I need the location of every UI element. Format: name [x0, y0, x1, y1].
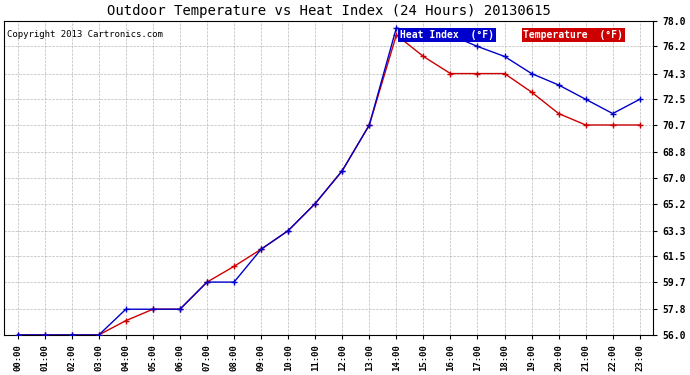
Text: Heat Index  (°F): Heat Index (°F)	[400, 30, 494, 40]
Title: Outdoor Temperature vs Heat Index (24 Hours) 20130615: Outdoor Temperature vs Heat Index (24 Ho…	[107, 4, 551, 18]
Text: Temperature  (°F): Temperature (°F)	[524, 30, 623, 40]
Text: Copyright 2013 Cartronics.com: Copyright 2013 Cartronics.com	[8, 30, 164, 39]
